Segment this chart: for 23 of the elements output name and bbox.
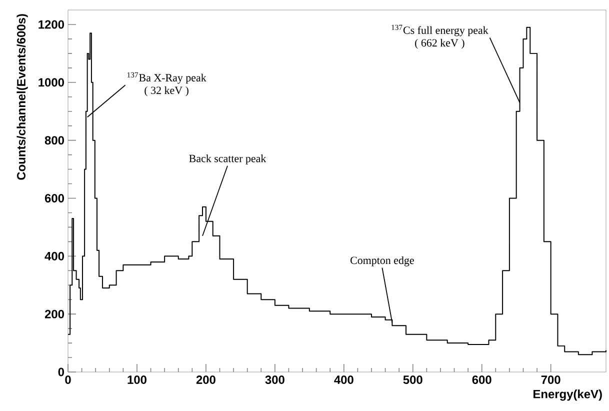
y-tick-label: 800 — [44, 136, 64, 145]
x-tick-label: 0 — [65, 376, 71, 384]
y-tick-label: 1200 — [38, 20, 64, 29]
annotation: ( 32 keV ) — [144, 86, 188, 96]
x-tick-label: 100 — [128, 376, 146, 384]
x-tick-label: 200 — [196, 376, 216, 384]
y-tick-label: 600 — [44, 194, 64, 202]
x-tick-label: 500 — [403, 376, 422, 384]
x-tick-label: 700 — [541, 376, 560, 384]
y-tick-label: 0 — [58, 368, 64, 376]
y-tick-label: 400 — [44, 252, 64, 260]
annotation: Back scatter peak — [189, 154, 266, 164]
x-axis-title: Energy(keV) — [534, 390, 602, 401]
annotation: $^{137}$Ba X-Ray peak — [127, 72, 206, 84]
x-tick-label: 600 — [472, 376, 492, 384]
y-tick-label: 1000 — [38, 78, 64, 87]
annotation: ( 662 keV ) — [415, 38, 464, 49]
annotation: $^{137}$Cs full energy peak — [392, 24, 488, 36]
annotation: Compton edge — [350, 256, 414, 266]
y-tick-label: 200 — [44, 310, 64, 318]
x-tick-label: 400 — [334, 376, 354, 384]
x-tick-label: 300 — [265, 376, 284, 384]
y-axis-title: Counts/channel(Events/600s) — [16, 14, 28, 180]
